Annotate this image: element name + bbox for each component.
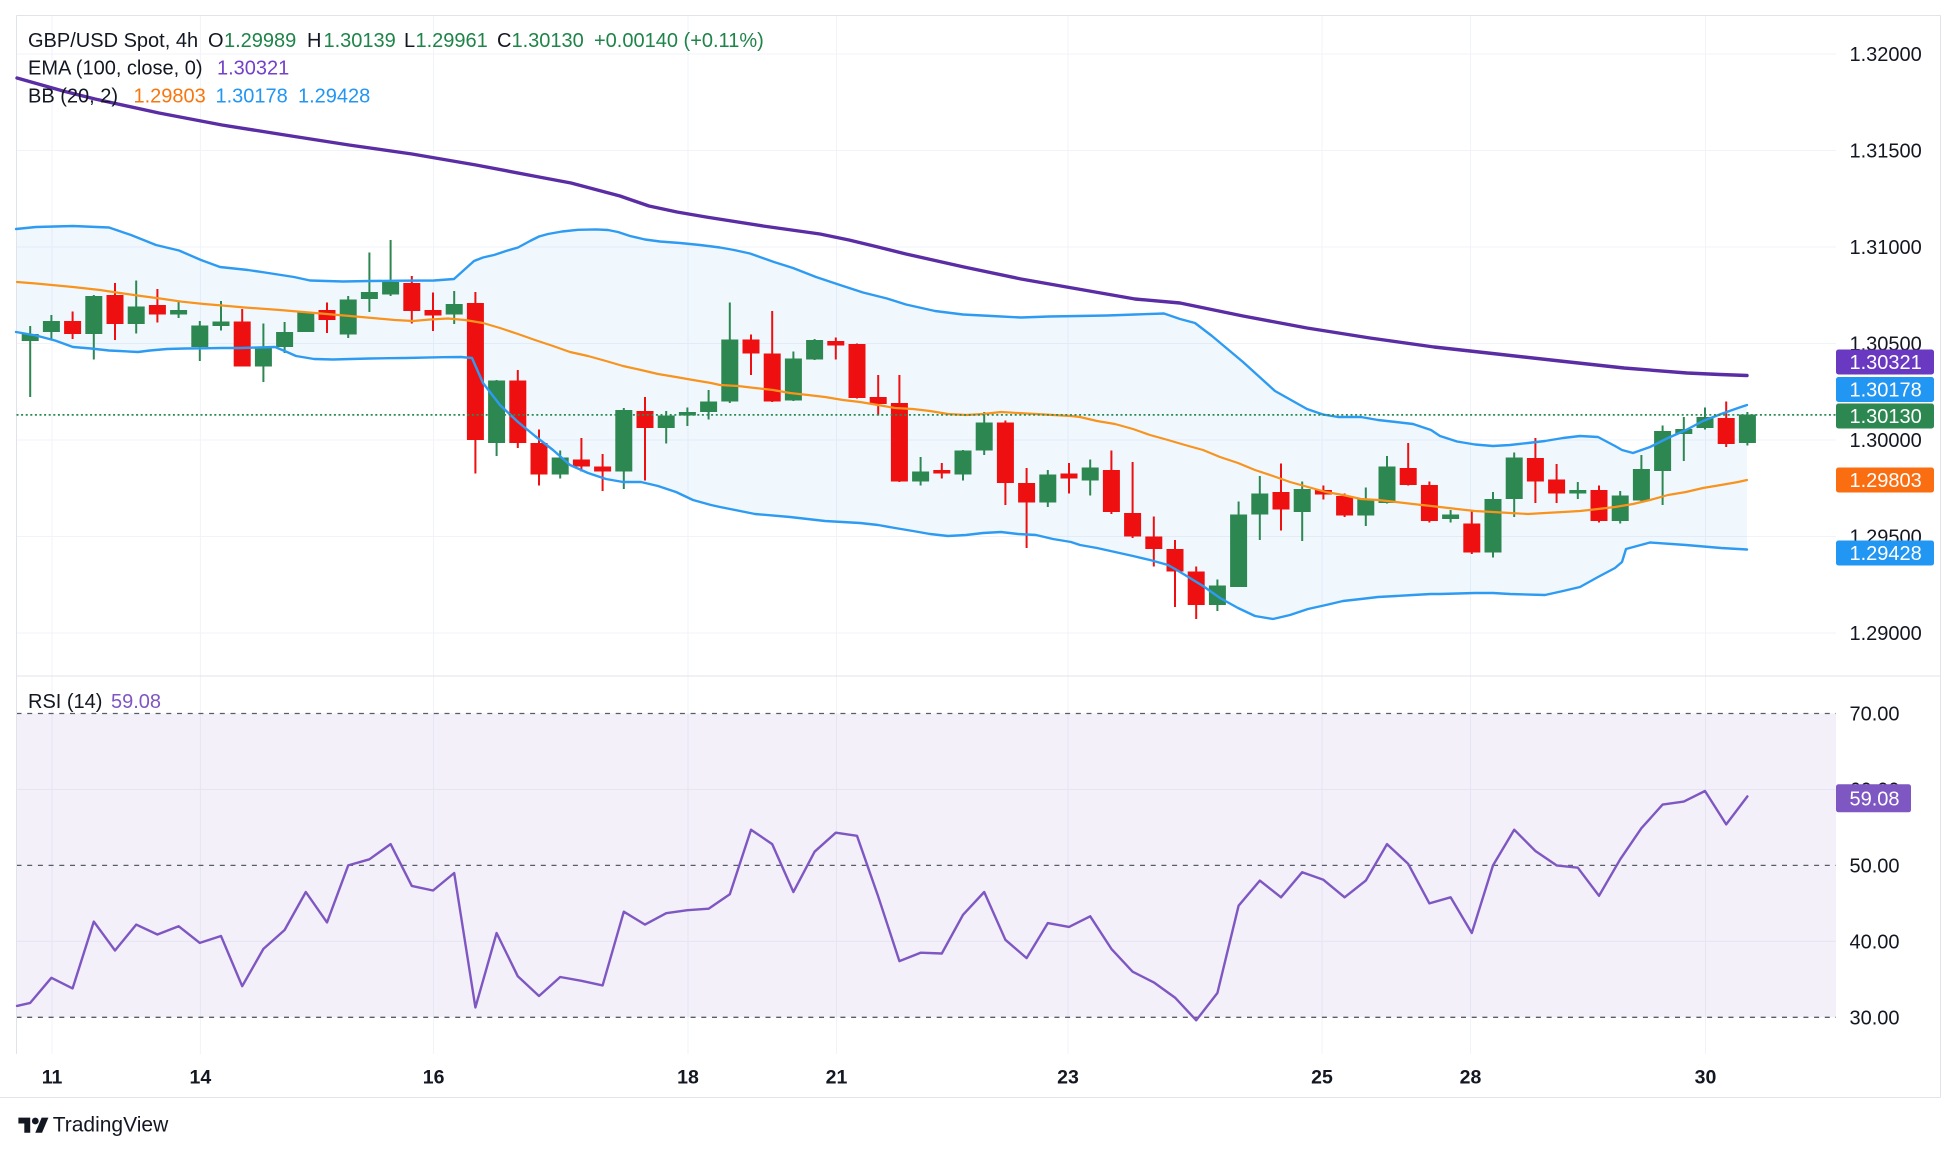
svg-text:TradingView: TradingView bbox=[53, 1114, 169, 1137]
svg-text:1.32000: 1.32000 bbox=[1850, 44, 1922, 66]
svg-text:59.08: 59.08 bbox=[111, 691, 161, 713]
svg-text:1.30000: 1.30000 bbox=[1850, 430, 1922, 452]
svg-text:50.00: 50.00 bbox=[1850, 855, 1900, 877]
svg-text:1.30178: 1.30178 bbox=[216, 86, 288, 108]
svg-text:30.00: 30.00 bbox=[1850, 1007, 1900, 1029]
svg-text:L: L bbox=[404, 30, 415, 52]
svg-text:14: 14 bbox=[190, 1067, 212, 1089]
svg-text:30: 30 bbox=[1695, 1067, 1717, 1089]
svg-text:1.29428: 1.29428 bbox=[1850, 543, 1922, 565]
svg-text:59.08: 59.08 bbox=[1850, 788, 1900, 810]
svg-text:GBP/USD Spot, 4h: GBP/USD Spot, 4h bbox=[28, 30, 198, 52]
svg-text:23: 23 bbox=[1057, 1067, 1079, 1089]
svg-text:C: C bbox=[497, 30, 511, 52]
svg-text:70.00: 70.00 bbox=[1850, 704, 1900, 726]
svg-text:1.29989: 1.29989 bbox=[224, 30, 296, 52]
svg-text:1.30321: 1.30321 bbox=[217, 58, 289, 80]
svg-text:1.30130: 1.30130 bbox=[512, 30, 584, 52]
svg-text:+0.00140 (+0.11%): +0.00140 (+0.11%) bbox=[594, 30, 764, 52]
svg-text:1.31500: 1.31500 bbox=[1850, 141, 1922, 163]
svg-text:H: H bbox=[307, 30, 321, 52]
svg-text:25: 25 bbox=[1311, 1067, 1333, 1089]
svg-text:21: 21 bbox=[826, 1067, 848, 1089]
svg-text:28: 28 bbox=[1460, 1067, 1482, 1089]
svg-text:BB (20, 2): BB (20, 2) bbox=[28, 86, 118, 108]
svg-text:1.31000: 1.31000 bbox=[1850, 237, 1922, 259]
svg-text:1.29803: 1.29803 bbox=[1850, 470, 1922, 492]
svg-text:1.30178: 1.30178 bbox=[1850, 380, 1922, 402]
svg-text:1.29961: 1.29961 bbox=[416, 30, 488, 52]
svg-text:1.29000: 1.29000 bbox=[1850, 623, 1922, 645]
svg-text:18: 18 bbox=[677, 1067, 699, 1089]
svg-text:1.30139: 1.30139 bbox=[324, 30, 396, 52]
svg-text:16: 16 bbox=[423, 1067, 445, 1089]
svg-text:EMA (100, close, 0): EMA (100, close, 0) bbox=[28, 58, 203, 80]
svg-text:1.30130: 1.30130 bbox=[1850, 406, 1922, 428]
svg-text:O: O bbox=[208, 30, 224, 52]
svg-text:RSI (14): RSI (14) bbox=[28, 691, 102, 713]
svg-text:1.30321: 1.30321 bbox=[1850, 352, 1922, 374]
svg-text:11: 11 bbox=[42, 1067, 63, 1089]
svg-text:1.29803: 1.29803 bbox=[134, 86, 206, 108]
svg-text:1.29428: 1.29428 bbox=[298, 86, 370, 108]
svg-text:40.00: 40.00 bbox=[1850, 931, 1900, 953]
